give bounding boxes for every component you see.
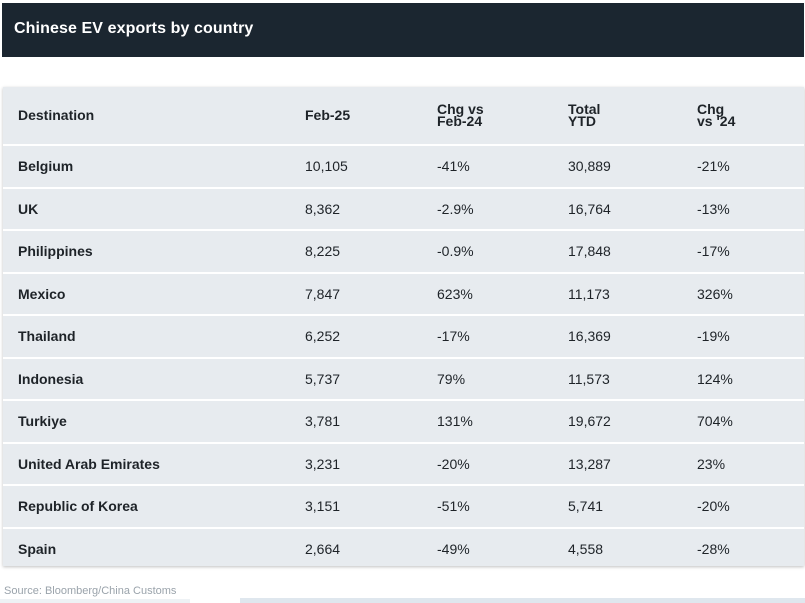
table-cell-chg-vs-feb-24: -17% — [437, 328, 470, 344]
chart-title: Chinese EV exports by country — [14, 20, 254, 37]
table-row: Philippines 8,225 -0.9% 17,848 -17% — [3, 229, 804, 272]
table-cell-destination: United Arab Emirates — [18, 455, 160, 472]
column-header-chg-vs-feb-24: Chg vs Feb-24 — [437, 101, 484, 129]
table-cell-chg-vs-feb-24: -0.9% — [437, 243, 474, 259]
table-row: Republic of Korea 3,151 -51% 5,741 -20% — [3, 484, 804, 527]
column-header-chg-vs-24: Chg vs '24 — [697, 101, 736, 129]
table-cell-chg-vs-24: -28% — [697, 540, 730, 557]
table-cell-destination: Republic of Korea — [18, 498, 138, 514]
table-cell-chg-vs-feb-24: -51% — [437, 498, 470, 514]
table-cell-destination: Thailand — [18, 328, 76, 344]
table-cell-chg-vs-feb-24: -20% — [437, 455, 470, 472]
table-cell-destination: Spain — [18, 540, 57, 557]
table-row: Thailand 6,252 -17% 16,369 -19% — [3, 314, 804, 357]
table-cell-total-ytd: 17,848 — [568, 243, 611, 259]
table-cell-chg-vs-feb-24: -41% — [437, 158, 470, 174]
table-cell-feb-25: 5,737 — [305, 370, 341, 387]
table-cell-chg-vs-24: 704% — [697, 413, 733, 429]
footer-strip-left — [0, 599, 190, 603]
table-row: Turkiye 3,781 131% 19,672 704% — [3, 399, 804, 442]
table-cell-chg-vs-24: -21% — [697, 158, 730, 174]
table-cell-total-ytd: 19,672 — [568, 413, 611, 429]
table-cell-destination: Indonesia — [18, 370, 84, 387]
table-cell-total-ytd: 30,889 — [568, 158, 611, 174]
data-table: Destination Feb-25 Chg vs Feb-24 Total Y… — [3, 87, 804, 566]
table-cell-feb-25: 2,664 — [305, 540, 341, 557]
table-row: United Arab Emirates 3,231 -20% 13,287 23% — [3, 441, 804, 485]
table-cell-chg-vs-24: 124% — [697, 370, 733, 387]
table-cell-total-ytd: 16,369 — [568, 328, 611, 344]
table-cell-total-ytd: 11,573 — [568, 370, 610, 387]
table-row: Indonesia 5,737 79% 11,573 124% — [3, 356, 804, 400]
table-cell-total-ytd: 13,287 — [568, 455, 611, 472]
table-cell-chg-vs-feb-24: -2.9% — [437, 200, 474, 217]
table-cell-total-ytd: 11,173 — [568, 285, 610, 302]
table-cell-feb-25: 7,847 — [305, 285, 341, 302]
column-header-feb-25: Feb-25 — [305, 107, 351, 123]
table-cell-chg-vs-24: -19% — [697, 328, 730, 344]
chart-header: Chinese EV exports by country — [2, 3, 804, 57]
table-cell-chg-vs-feb-24: -49% — [437, 540, 470, 557]
source-note: Source: Bloomberg/China Customs — [4, 585, 177, 597]
table-cell-destination: Philippines — [18, 243, 93, 259]
table-cell-feb-25: 6,252 — [305, 328, 341, 344]
table-cell-feb-25: 8,225 — [305, 243, 341, 259]
table-cell-feb-25: 3,781 — [305, 413, 341, 429]
table-cell-feb-25: 3,151 — [305, 498, 341, 514]
footer-strip — [240, 598, 805, 603]
table-cell-feb-25: 10,105 — [305, 158, 348, 174]
table-cell-chg-vs-24: -17% — [697, 243, 730, 259]
column-header-destination: Destination — [18, 107, 95, 123]
table-cell-feb-25: 8,362 — [305, 200, 341, 217]
table-cell-destination: Belgium — [18, 158, 74, 174]
table-row: UK 8,362 -2.9% 16,764 -13% — [3, 186, 804, 230]
table-cell-destination: Mexico — [18, 285, 66, 302]
table-cell-chg-vs-24: -13% — [697, 200, 730, 217]
table-cell-total-ytd: 16,764 — [568, 200, 611, 217]
table-cell-total-ytd: 4,558 — [568, 540, 604, 557]
table-row: Mexico 7,847 623% 11,173 326% — [3, 271, 804, 315]
table-cell-destination: Turkiye — [18, 413, 67, 429]
table-row: Belgium 10,105 -41% 30,889 -21% — [3, 144, 804, 187]
table-cell-chg-vs-feb-24: 623% — [437, 285, 473, 302]
table-cell-feb-25: 3,231 — [305, 455, 341, 472]
table-cell-chg-vs-feb-24: 79% — [437, 370, 466, 387]
table-cell-chg-vs-24: 23% — [697, 455, 726, 472]
table-cell-chg-vs-24: 326% — [697, 285, 733, 302]
table-header-row: Destination Feb-25 Chg vs Feb-24 Total Y… — [3, 87, 804, 144]
table-cell-destination: UK — [18, 200, 39, 217]
table-row: Spain 2,664 -49% 4,558 -28% — [3, 526, 804, 570]
column-header-total-ytd: Total YTD — [568, 101, 601, 129]
table-cell-total-ytd: 5,741 — [568, 498, 604, 514]
table-cell-chg-vs-feb-24: 131% — [437, 413, 473, 429]
table-cell-chg-vs-24: -20% — [697, 498, 730, 514]
